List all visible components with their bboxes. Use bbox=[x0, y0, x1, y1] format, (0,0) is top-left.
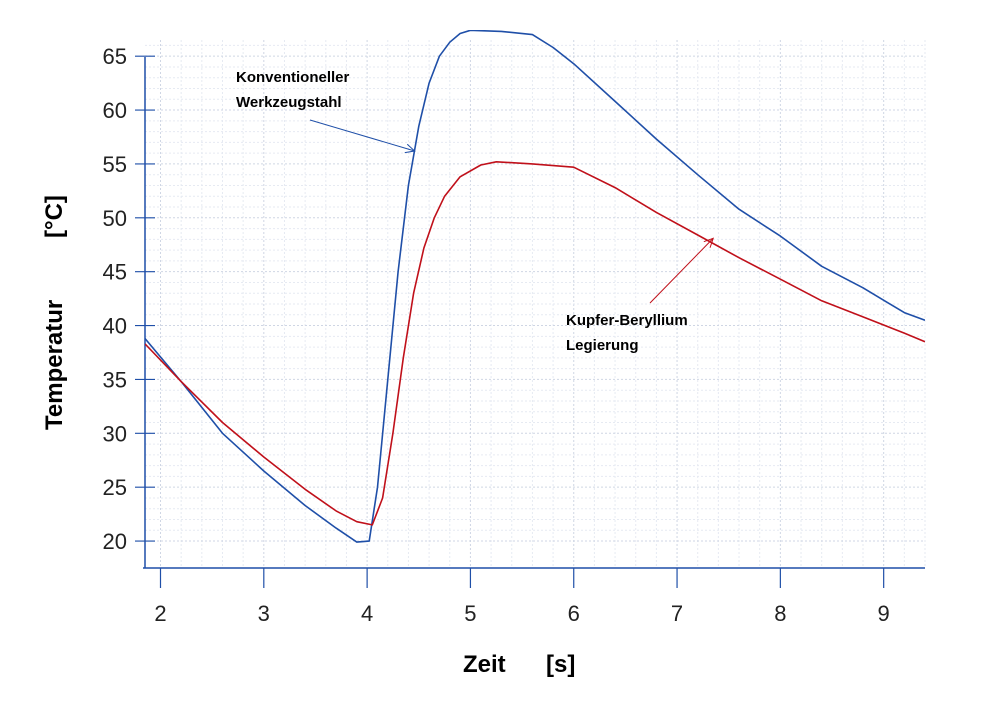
chart-grid bbox=[145, 40, 926, 568]
series-line-werkzeugstahl bbox=[145, 30, 925, 543]
annotation-arrow-line bbox=[649, 237, 714, 304]
x-tick-label: 9 bbox=[878, 601, 890, 626]
x-axis-title: Zeit bbox=[463, 651, 506, 678]
annotation-arrow-head bbox=[404, 143, 416, 154]
series-lines bbox=[145, 30, 925, 543]
y-ticks: 20 25 30 35 40 45 50 55 60 65 bbox=[103, 44, 155, 554]
annotation-text: Konventioneller bbox=[236, 69, 350, 86]
annotation-text: Legierung bbox=[566, 337, 639, 354]
y-tick-label: 25 bbox=[103, 475, 127, 500]
y-tick-label: 55 bbox=[103, 152, 127, 177]
y-tick-label: 20 bbox=[103, 529, 127, 554]
y-tick-label: 45 bbox=[103, 260, 127, 285]
x-tick-label: 8 bbox=[774, 601, 786, 626]
x-tick-label: 6 bbox=[568, 601, 580, 626]
y-tick-label: 60 bbox=[103, 98, 127, 123]
x-tick-label: 5 bbox=[464, 601, 476, 626]
x-tick-label: 3 bbox=[258, 601, 270, 626]
annotation-arrow-line bbox=[309, 119, 415, 152]
x-ticks: 2 3 4 5 6 7 8 9 bbox=[154, 568, 890, 626]
y-axis-unit: [°C] bbox=[41, 195, 68, 238]
x-tick-label: 2 bbox=[154, 601, 166, 626]
y-tick-label: 30 bbox=[103, 421, 127, 446]
y-tick-label: 40 bbox=[103, 314, 127, 339]
y-tick-label: 50 bbox=[103, 206, 127, 231]
y-tick-label: 65 bbox=[103, 44, 127, 69]
series-line-kupfer-beryllium bbox=[145, 161, 925, 526]
annotations: Konventioneller Werkzeugstahl Kupfer-Beryl… bbox=[236, 69, 715, 354]
chart-axes bbox=[143, 57, 925, 569]
x-axis-unit: [s] bbox=[546, 651, 575, 678]
x-tick-label: 7 bbox=[671, 601, 683, 626]
annotation-text: Kupfer-Beryllium bbox=[566, 312, 688, 329]
x-tick-label: 4 bbox=[361, 601, 373, 626]
annotation-text: Werkzeugstahl bbox=[236, 94, 342, 111]
annotation-arrow-head bbox=[703, 237, 715, 248]
y-tick-label: 35 bbox=[103, 367, 127, 392]
y-axis-title: Temperatur bbox=[41, 300, 68, 430]
